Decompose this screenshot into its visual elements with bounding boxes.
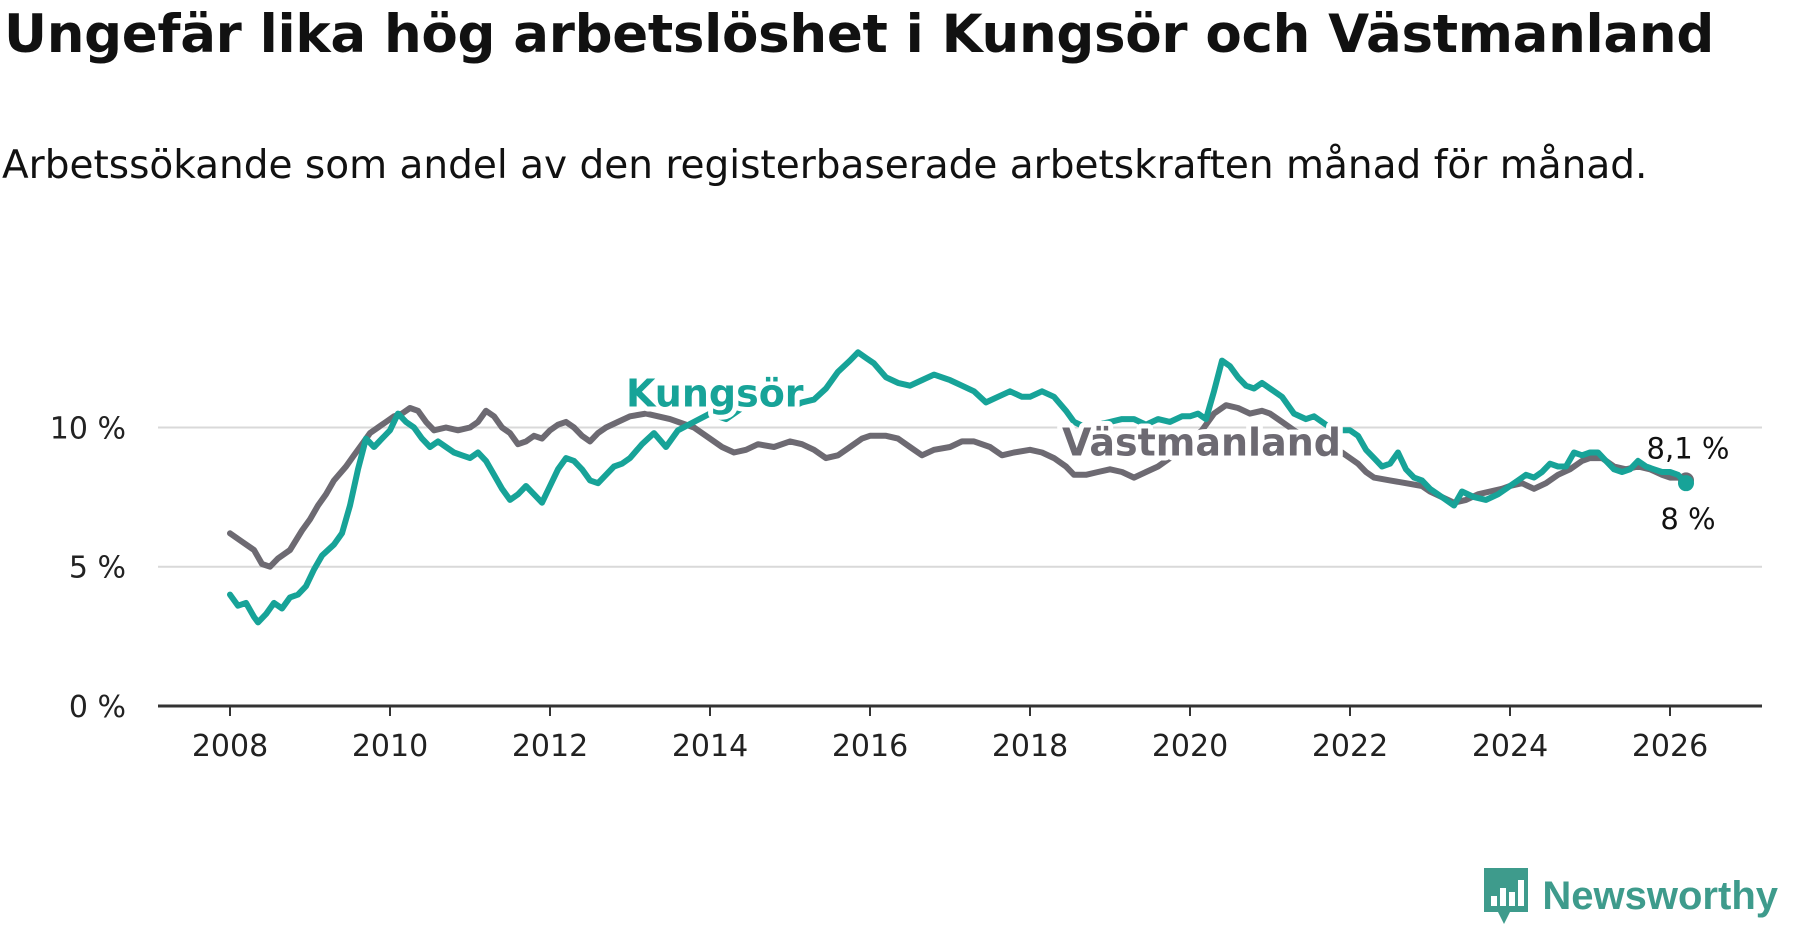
y-tick-label: 10 % [50, 411, 126, 446]
series-line-kungs-r [227, 349, 1689, 626]
x-tick-label: 2016 [832, 729, 908, 764]
series-line-v-stmanland [227, 402, 1689, 570]
series-labels: Västmanland Kungsör 8,1 % 8 % [621, 367, 1730, 537]
y-axis: 0 % 5 % 10 % [50, 411, 126, 725]
x-tick-label: 2026 [1632, 729, 1708, 764]
newsworthy-brand: Newsworthy [1480, 866, 1778, 926]
end-value-label-kungs-r: 8 % [1660, 502, 1715, 536]
newsworthy-logo-icon [1484, 868, 1529, 924]
chart-subtitle: Arbetssökande som andel av den registerb… [2, 143, 1648, 188]
x-axis: 2008 2010 2012 2014 2016 2018 2020 2022 2024 2026 [158, 704, 1762, 764]
brand-name: Newsworthy [1542, 873, 1778, 918]
chart-title: Ungefär lika hög arbetslöshet i Kungsör … [4, 4, 1714, 65]
x-tick-label: 2022 [1312, 729, 1388, 764]
x-tick-label: 2010 [352, 729, 428, 764]
y-tick-label: 5 % [69, 551, 126, 586]
x-tick-label: 2014 [672, 729, 748, 764]
x-tick-label: 2012 [512, 729, 588, 764]
series-label-v-stmanland: Västmanland [1062, 420, 1341, 464]
x-tick-label: 2018 [992, 729, 1068, 764]
x-tick-label: 2008 [192, 729, 268, 764]
end-value-label-v-stmanland: 8,1 % [1647, 431, 1730, 465]
x-tick-label: 2020 [1152, 729, 1228, 764]
y-tick-label: 0 % [69, 690, 126, 725]
x-tick-label: 2024 [1472, 729, 1548, 764]
series-end-point-kungs-r [1678, 475, 1694, 492]
series-label-kungs-r: Kungsör [626, 372, 804, 416]
series-lines [227, 349, 1694, 626]
grid-lines [158, 426, 1762, 568]
